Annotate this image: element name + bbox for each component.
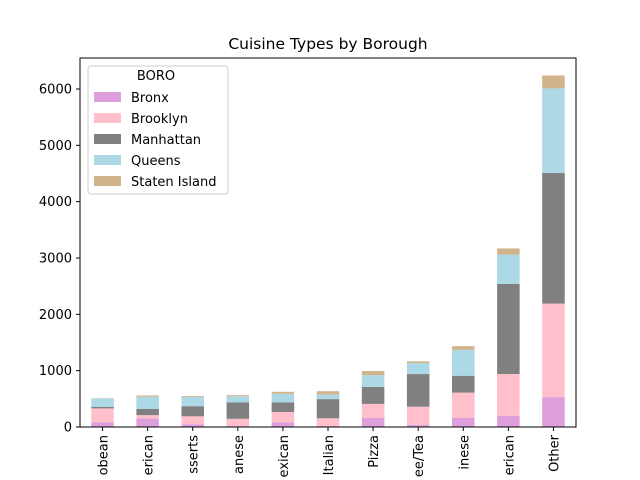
bar-manhattan-3 xyxy=(226,402,250,419)
bar-queens-5 xyxy=(316,394,340,400)
bar-bronx-6 xyxy=(361,417,385,427)
bar-manhattan-10 xyxy=(542,172,565,304)
y-tick-label: 4000 xyxy=(39,195,72,210)
y-tick-label: 3000 xyxy=(39,251,72,266)
y-tick-label: 0 xyxy=(64,421,72,436)
bar-manhattan-1 xyxy=(136,408,159,416)
bar-queens-3 xyxy=(226,396,250,403)
x-tick-label: exican xyxy=(277,435,292,477)
bar-bronx-1 xyxy=(136,418,159,427)
legend-swatch-manhattan xyxy=(94,134,121,144)
bar-staten-island-2 xyxy=(181,396,204,397)
bar-staten-island-3 xyxy=(226,395,250,397)
bar-staten-island-10 xyxy=(542,75,565,89)
bar-staten-island-6 xyxy=(361,370,385,376)
bar-staten-island-1 xyxy=(136,395,159,397)
legend-swatch-staten-island xyxy=(94,176,121,186)
bar-manhattan-4 xyxy=(271,402,295,413)
bar-brooklyn-6 xyxy=(361,403,385,418)
bar-bronx-2 xyxy=(181,424,204,427)
bar-manhattan-7 xyxy=(406,374,430,407)
bar-queens-2 xyxy=(181,396,204,407)
legend-label-brooklyn: Brooklyn xyxy=(131,112,188,127)
bar-brooklyn-10 xyxy=(542,303,565,398)
bar-queens-9 xyxy=(497,254,520,284)
bar-brooklyn-8 xyxy=(452,392,475,418)
chart-title: Cuisine Types by Borough xyxy=(228,35,427,53)
x-tick-label: Italian xyxy=(322,435,337,475)
x-tick-label: erican xyxy=(142,435,157,475)
bar-brooklyn-7 xyxy=(406,406,430,425)
y-tick-label: 5000 xyxy=(39,139,72,154)
bar-brooklyn-0 xyxy=(91,408,114,423)
bar-staten-island-9 xyxy=(497,248,520,255)
x-tick-label: erican xyxy=(502,435,517,475)
axes-layer: 0 1000 2000 3000 4000 5000 6000 obean erican sser… xyxy=(39,57,577,477)
bar-queens-6 xyxy=(361,375,385,388)
bar-brooklyn-2 xyxy=(181,416,204,425)
legend-label-manhattan: Manhattan xyxy=(131,133,201,148)
legend-label-bronx: Bronx xyxy=(131,91,169,106)
bar-queens-0 xyxy=(91,398,114,408)
bar-manhattan-5 xyxy=(316,399,340,419)
bar-brooklyn-3 xyxy=(226,418,250,427)
bar-staten-island-8 xyxy=(452,346,475,350)
bar-manhattan-9 xyxy=(497,283,520,375)
bar-brooklyn-9 xyxy=(497,374,520,416)
x-tick-label: Other xyxy=(547,434,562,472)
bar-manhattan-2 xyxy=(181,406,204,417)
x-tick-label: anese xyxy=(232,435,247,474)
bar-queens-8 xyxy=(452,349,475,376)
bar-brooklyn-4 xyxy=(271,412,295,423)
bar-bronx-0 xyxy=(91,422,114,427)
bar-queens-1 xyxy=(136,396,159,409)
bar-manhattan-0 xyxy=(91,407,114,409)
x-tick-label: obean xyxy=(97,435,112,475)
legend-label-staten-island: Staten Island xyxy=(131,175,216,190)
bar-brooklyn-1 xyxy=(136,415,159,419)
bar-staten-island-7 xyxy=(406,361,430,364)
bar-bronx-7 xyxy=(406,424,430,427)
bar-bronx-4 xyxy=(271,422,295,427)
bar-bronx-9 xyxy=(497,415,520,427)
y-tick-label: 6000 xyxy=(39,82,72,97)
bar-staten-island-5 xyxy=(316,391,340,395)
legend-swatch-brooklyn xyxy=(94,113,121,123)
y-tick-label: 2000 xyxy=(39,308,72,323)
legend-label-queens: Queens xyxy=(131,154,181,169)
y-tick-label: 1000 xyxy=(39,364,72,379)
bar-staten-island-4 xyxy=(271,391,295,394)
x-tick-label: Pizza xyxy=(367,435,382,468)
x-tick-label: ee/Tea xyxy=(412,435,427,477)
bar-manhattan-8 xyxy=(452,375,475,393)
legend-box xyxy=(87,65,229,195)
x-tick-label: sserts xyxy=(187,435,202,474)
bar-bronx-8 xyxy=(452,417,475,427)
bar-brooklyn-5 xyxy=(316,418,340,427)
legend-swatch-bronx xyxy=(94,92,121,102)
bar-queens-7 xyxy=(406,363,430,375)
legend-title: BORO xyxy=(137,69,175,84)
bar-queens-4 xyxy=(271,393,295,403)
legend: BORO Bronx Brooklyn Manhattan Queens Staten I… xyxy=(87,65,229,195)
x-tick-label: inese xyxy=(457,435,472,470)
bar-queens-10 xyxy=(542,88,565,173)
legend-swatch-queens xyxy=(94,155,121,165)
bar-bronx-10 xyxy=(542,397,565,427)
bar-manhattan-6 xyxy=(361,387,385,404)
